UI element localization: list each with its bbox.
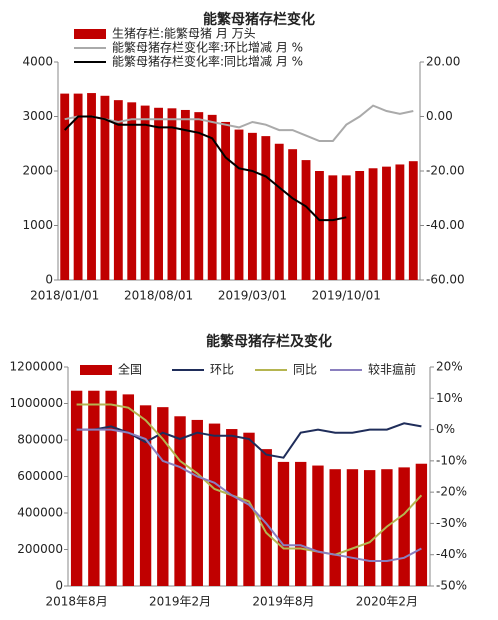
bar	[346, 469, 359, 586]
bar	[363, 470, 376, 586]
bar	[194, 112, 204, 280]
line-series	[64, 104, 414, 142]
bar	[191, 419, 203, 586]
x-tick-label: 2020年2月	[356, 595, 418, 609]
bar	[288, 149, 298, 280]
y2-tick-label: 0.00	[426, 109, 453, 123]
x-tick-label: 2018/01/01	[30, 289, 99, 303]
y2-tick-label: -60.00	[426, 273, 465, 287]
legend-swatch	[74, 29, 106, 39]
bar	[247, 132, 257, 280]
bar	[398, 467, 410, 586]
legend-label: 全国	[118, 362, 142, 377]
line-series	[63, 115, 347, 222]
bar	[355, 171, 365, 280]
y2-tick-label: -20%	[436, 485, 467, 499]
x-tick-label: 2018年8月	[46, 595, 108, 609]
y2-tick-label: 20.00	[426, 55, 460, 69]
y-tick-label: 0	[45, 273, 53, 287]
chart-title: 能繁母猪存栏及变化	[206, 333, 332, 350]
bar	[274, 143, 284, 280]
bar	[113, 100, 123, 281]
bar	[261, 136, 271, 280]
x-tick-label: 2018/08/01	[124, 289, 193, 303]
bar	[368, 168, 378, 280]
y2-tick-label: -20.00	[426, 164, 465, 178]
legend-label: 较非瘟前	[368, 362, 416, 377]
line-series	[76, 428, 422, 562]
bar	[415, 463, 428, 586]
bar	[395, 164, 405, 280]
y2-tick-label: 10%	[436, 391, 463, 405]
bar	[154, 107, 163, 280]
bar	[60, 93, 70, 280]
bar	[328, 175, 338, 280]
bar	[207, 114, 217, 281]
legend-label: 能繁母猪存栏变化率:同比增减 月 %	[112, 54, 303, 69]
y-tick-label: 0	[55, 579, 63, 593]
x-tick-label: 2019/03/01	[218, 289, 287, 303]
y-tick-label: 800000	[17, 433, 63, 447]
legend-label: 生猪存栏:能繁母猪 月 万头	[112, 26, 256, 41]
y2-tick-label: -40%	[436, 547, 467, 561]
bar	[139, 405, 152, 586]
x-tick-label: 2019年8月	[252, 595, 314, 609]
bar	[70, 390, 83, 586]
y-tick-label: 4000	[22, 55, 53, 69]
x-tick-label: 2019年2月	[149, 595, 211, 609]
y-tick-label: 400000	[17, 506, 63, 520]
y-tick-label: 1200000	[10, 360, 63, 374]
bar	[295, 461, 307, 586]
bar	[260, 449, 272, 586]
bar	[301, 160, 311, 280]
bar	[208, 423, 221, 586]
y-tick-label: 1000	[22, 218, 53, 232]
x-tick-label: 2019/10/01	[312, 289, 381, 303]
legend-label: 环比	[210, 363, 234, 377]
y2-tick-label: -10%	[436, 453, 467, 467]
y-tick-label: 200000	[17, 542, 63, 556]
bar	[174, 416, 186, 586]
chart-title: 能繁母猪存栏变化	[203, 11, 315, 28]
bar	[243, 432, 255, 586]
bar	[73, 93, 83, 280]
bar	[277, 461, 290, 586]
bar	[382, 166, 391, 280]
y-tick-label: 600000	[17, 469, 63, 483]
bar	[329, 469, 341, 586]
bar	[157, 407, 169, 586]
bar	[180, 109, 190, 281]
bar	[341, 175, 351, 280]
bar	[140, 105, 150, 280]
bar	[221, 121, 231, 280]
y-tick-label: 3000	[22, 109, 53, 123]
bar	[234, 129, 244, 280]
y2-tick-label: 20%	[436, 360, 463, 374]
y2-tick-label: -40.00	[426, 218, 465, 232]
line-series	[76, 403, 423, 556]
y-tick-label: 2000	[22, 164, 53, 178]
y2-tick-label: 0%	[436, 422, 455, 436]
bar	[226, 429, 238, 586]
legend-label: 能繁母猪存栏变化率:环比增减 月 %	[112, 40, 303, 55]
bar	[105, 390, 117, 586]
y2-tick-label: -50%	[436, 579, 467, 593]
bar	[122, 394, 135, 586]
bar	[87, 93, 96, 280]
y-tick-label: 1000000	[10, 396, 63, 410]
legend-label: 同比	[293, 363, 317, 377]
bar	[312, 465, 324, 586]
bar	[167, 108, 177, 280]
bar	[100, 95, 110, 280]
bar	[88, 390, 100, 586]
bar	[408, 161, 418, 280]
bar	[315, 171, 324, 280]
bar	[127, 102, 137, 280]
y2-tick-label: -30%	[436, 516, 467, 530]
legend-swatch	[80, 365, 112, 375]
